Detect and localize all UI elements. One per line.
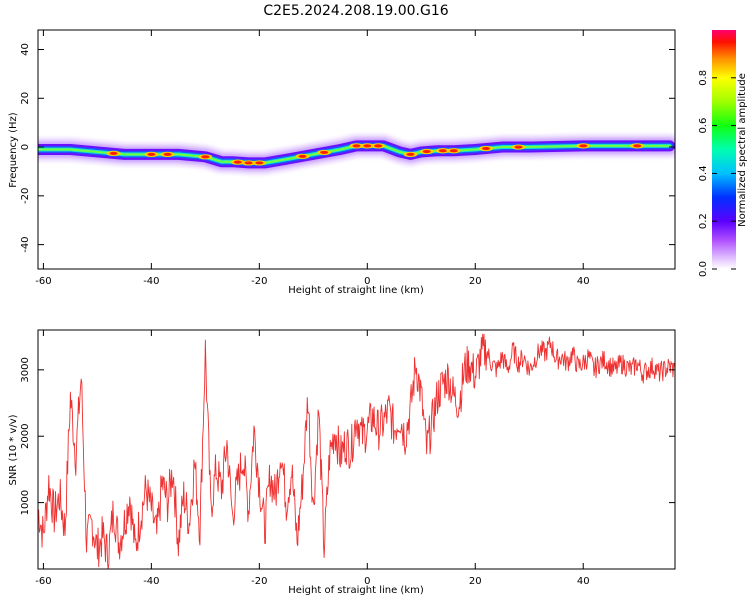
snr-panel: -60 -40 -20 0 20 40 1000 2000 3000 Height of st… (8, 329, 676, 596)
figure-title: C2E5.2024.208.19.00.G16 (263, 3, 448, 19)
ridge-peak-core (352, 144, 361, 148)
ridge-peak-core (438, 149, 447, 153)
ridge-peak-core (449, 149, 458, 153)
spectrogram-panel: -60 -40 -20 0 20 40 -40 -20 0 20 40 Height of str… (8, 29, 676, 296)
spectrogram-y-axis-label: Frequency (Hz) (8, 112, 19, 188)
ridge-peak-core (320, 150, 329, 155)
colorbar-ticks: 0.0 0.2 0.4 0.6 0.8 (698, 70, 736, 277)
x-tick-label: -20 (251, 576, 267, 587)
snr-line (38, 333, 675, 569)
y-tick-label: -40 (20, 236, 31, 252)
snr-y-ticks: 1000 2000 3000 (20, 357, 675, 515)
x-tick-label: 20 (469, 576, 482, 587)
y-tick-label: 1000 (20, 490, 31, 515)
x-tick-label: 0 (364, 276, 370, 287)
y-tick-label: 0 (20, 144, 31, 150)
colorbar-tick-label: 0.2 (698, 213, 709, 229)
colorbar-gradient (712, 30, 736, 269)
spectrogram-y-ticks: -40 -20 0 20 40 (20, 43, 675, 253)
snr-y-axis-label: SNR (10 * v/v) (8, 414, 19, 485)
colorbar-label: Normalized spectral amplitude (737, 73, 748, 227)
x-tick-label: -20 (251, 276, 267, 287)
ridge-peak-core (363, 144, 372, 148)
snr-x-ticks: -60 -40 -20 0 20 40 (35, 330, 590, 587)
spectrogram-frame (37, 29, 676, 270)
ridge-peak-core (147, 152, 156, 156)
snr-x-axis-label: Height of straight line (km) (288, 585, 424, 596)
y-tick-label: 3000 (20, 357, 31, 382)
x-tick-label: 40 (577, 276, 590, 287)
snr-frame (37, 329, 676, 570)
colorbar-tick-label: 0.4 (698, 165, 709, 181)
colorbar-tick-label: 0.8 (698, 70, 709, 86)
ridge-peak-core (422, 149, 431, 154)
snr-series (38, 333, 675, 569)
y-tick-label: 20 (20, 92, 31, 105)
y-tick-label: 2000 (20, 423, 31, 448)
ridge-peak-core (406, 152, 415, 156)
x-tick-label: 0 (364, 576, 370, 587)
x-tick-label: -40 (143, 576, 159, 587)
colorbar-tick-label: 0.6 (698, 118, 709, 134)
y-tick-label: -20 (20, 188, 31, 204)
x-tick-label: -60 (35, 576, 51, 587)
x-tick-label: -60 (35, 276, 51, 287)
x-tick-label: 20 (469, 276, 482, 287)
ridge-peak-core (298, 154, 307, 158)
y-tick-label: 40 (20, 43, 31, 56)
spectrogram-x-axis-label: Height of straight line (km) (288, 285, 424, 296)
ridge-peak-core (201, 155, 210, 159)
ridge-peak-core (482, 146, 491, 151)
ridge-peak-core (233, 160, 242, 164)
ridge-peak-core (255, 161, 264, 165)
ridge-peak-core (244, 161, 253, 165)
ridge-peak-core (514, 145, 523, 149)
x-tick-label: -40 (143, 276, 159, 287)
ridge-peak-core (579, 144, 588, 148)
ridge-peak-core (374, 144, 383, 148)
ridge-peak-core (633, 144, 642, 148)
ridge-peak-core (163, 152, 172, 156)
spectrogram-x-ticks: -60 -40 -20 0 20 40 (35, 30, 590, 287)
spectrogram-ridge (38, 133, 675, 175)
colorbar: 0.0 0.2 0.4 0.6 0.8 Normalized spectral ampl… (698, 30, 748, 277)
colorbar-tick-label: 0.0 (698, 261, 709, 277)
ridge-peak-core (109, 151, 118, 156)
x-tick-label: 40 (577, 576, 590, 587)
